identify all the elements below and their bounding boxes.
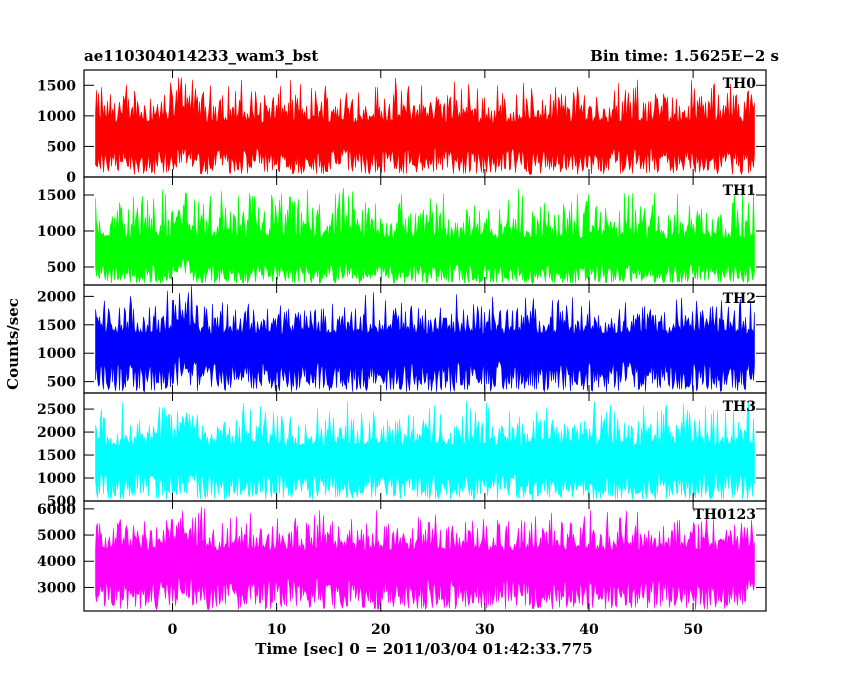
y-axis-label: Counts/sec bbox=[4, 298, 22, 390]
x-tick-label: 20 bbox=[371, 622, 391, 638]
x-tick-labels: 0 10 20 30 40 50 bbox=[168, 622, 703, 638]
y-tick-label: 1500 bbox=[37, 318, 76, 334]
x-tick-label: 10 bbox=[267, 622, 287, 638]
y-tick-label: 1000 bbox=[37, 346, 76, 362]
y-tick-label: 1000 bbox=[37, 471, 76, 487]
panel-label-th0: TH0 bbox=[723, 76, 757, 92]
y-tick-label: 5000 bbox=[37, 528, 76, 544]
y-tick-label: 2000 bbox=[37, 425, 76, 441]
panel-label-th2: TH2 bbox=[723, 291, 756, 307]
x-tick-label: 30 bbox=[475, 622, 495, 638]
panel-th3: 500 1000 1500 2000 2500 TH3 bbox=[37, 392, 767, 510]
chart-title: ae110304014233_wam3_bst bbox=[84, 47, 318, 65]
x-tick-label: 50 bbox=[683, 622, 703, 638]
y-tick-label: 1500 bbox=[37, 448, 76, 464]
y-tick-label: 1500 bbox=[37, 188, 76, 204]
panel-label-th3: TH3 bbox=[723, 399, 756, 415]
panel-label-th0123: TH0123 bbox=[693, 507, 756, 523]
x-axis-label: Time [sec] 0 = 2011/03/04 01:42:33.775 bbox=[255, 640, 592, 658]
panel-label-th1: TH1 bbox=[723, 183, 756, 199]
panel-frame bbox=[83, 500, 767, 612]
y-tick-label: 500 bbox=[47, 494, 76, 510]
y-tick-label: 1000 bbox=[37, 109, 76, 125]
panel-th0123: 3000 4000 5000 6000 TH0123 bbox=[37, 500, 767, 612]
y-tick-label: 500 bbox=[47, 260, 76, 276]
series-th2 bbox=[95, 285, 755, 393]
panel-th1: 500 1000 1500 TH1 bbox=[37, 176, 767, 286]
x-tick-label: 40 bbox=[579, 622, 599, 638]
y-tick-label: 6000 bbox=[37, 502, 76, 518]
y-tick-label: 4000 bbox=[37, 554, 76, 570]
x-tick-label: 0 bbox=[168, 622, 178, 638]
y-tick-label: 500 bbox=[47, 375, 76, 391]
panel-th0: 0 500 1000 1500 TH0 bbox=[37, 69, 767, 186]
series-th0123 bbox=[95, 506, 755, 611]
panels-group: 0 500 1000 1500 TH0 500 1000 1500 TH1 500 1000 1500… bbox=[37, 69, 767, 612]
series-th1 bbox=[95, 187, 755, 284]
y-tick-label: 0 bbox=[66, 170, 76, 186]
series-th0 bbox=[95, 77, 755, 176]
series-th3 bbox=[95, 400, 755, 501]
y-tick-label: 2000 bbox=[37, 289, 76, 305]
y-tick-label: 500 bbox=[47, 139, 76, 155]
y-tick-label: 1000 bbox=[37, 224, 76, 240]
bin-time-label: Bin time: 1.5625E−2 s bbox=[590, 47, 779, 65]
y-tick-label: 1500 bbox=[37, 78, 76, 94]
panel-th2: 500 1000 1500 2000 TH2 bbox=[37, 284, 767, 394]
y-tick-label: 2500 bbox=[37, 402, 76, 418]
y-tick-label: 3000 bbox=[37, 580, 76, 596]
